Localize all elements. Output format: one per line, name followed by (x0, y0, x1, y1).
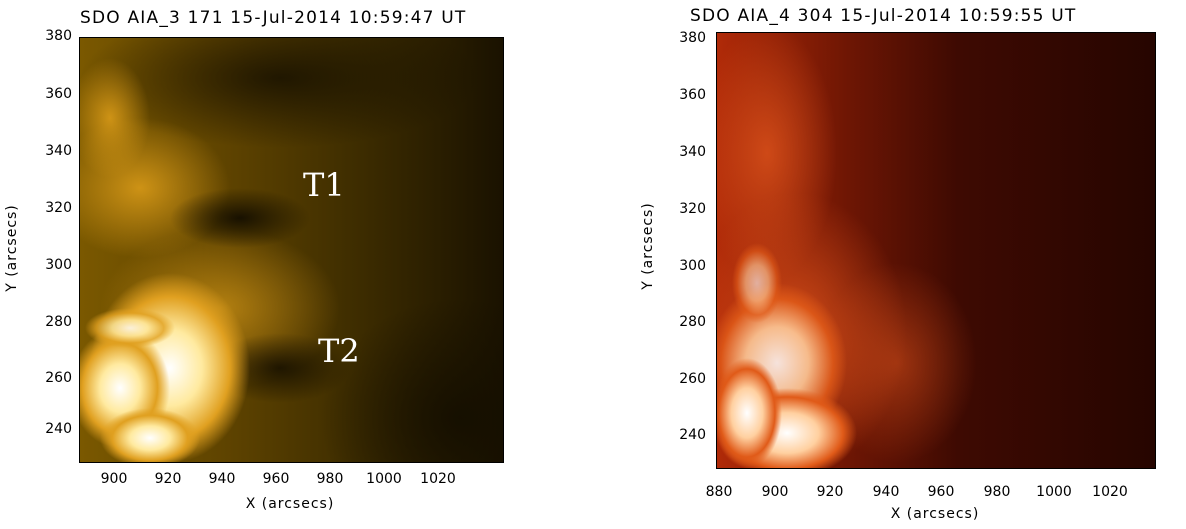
x-tick-label: 980 (316, 471, 344, 487)
x-tick-label: 900 (761, 484, 789, 500)
y-tick-label: 340 (679, 144, 706, 160)
y-tick-label: 280 (679, 314, 706, 330)
annotation-t1: T1 (303, 166, 345, 204)
aia171-image (79, 37, 504, 463)
y-axis-label: Y (arcsecs) (639, 202, 656, 290)
y-tick-label: 340 (45, 143, 72, 159)
y-tick-label: 320 (45, 200, 72, 216)
x-tick-label: 920 (154, 471, 182, 487)
panel-title: SDO AIA_3 171 15-Jul-2014 10:59:47 UT (80, 8, 467, 28)
x-tick-label: 1020 (420, 471, 456, 487)
x-tick-label: 960 (262, 471, 290, 487)
y-tick-label: 240 (45, 421, 72, 437)
y-tick-label: 240 (679, 427, 706, 443)
x-tick-label: 1000 (1036, 484, 1072, 500)
y-tick-label: 380 (679, 30, 706, 46)
y-tick-label: 280 (45, 314, 72, 330)
y-tick-label: 300 (45, 257, 72, 273)
x-tick-label: 980 (983, 484, 1011, 500)
x-tick-label: 1020 (1092, 484, 1128, 500)
y-tick-label: 360 (45, 86, 72, 102)
y-axis-label: Y (arcsecs) (3, 204, 20, 292)
x-tick-label: 880 (705, 484, 733, 500)
x-tick-label: 940 (208, 471, 236, 487)
aia304-image (716, 32, 1156, 469)
panel-title: SDO AIA_4 304 15-Jul-2014 10:59:55 UT (690, 6, 1077, 26)
y-tick-label: 260 (679, 371, 706, 387)
x-axis-label: X (arcsecs) (245, 496, 335, 512)
y-tick-label: 380 (45, 28, 72, 44)
y-tick-label: 260 (45, 370, 72, 386)
x-tick-label: 960 (927, 484, 955, 500)
y-tick-label: 300 (679, 258, 706, 274)
x-axis-label: X (arcsecs) (890, 506, 980, 522)
x-tick-label: 940 (872, 484, 900, 500)
x-tick-label: 920 (816, 484, 844, 500)
x-tick-label: 900 (100, 471, 128, 487)
y-tick-label: 320 (679, 201, 706, 217)
y-tick-label: 360 (679, 87, 706, 103)
x-tick-label: 1000 (366, 471, 402, 487)
annotation-t2: T2 (318, 332, 360, 370)
